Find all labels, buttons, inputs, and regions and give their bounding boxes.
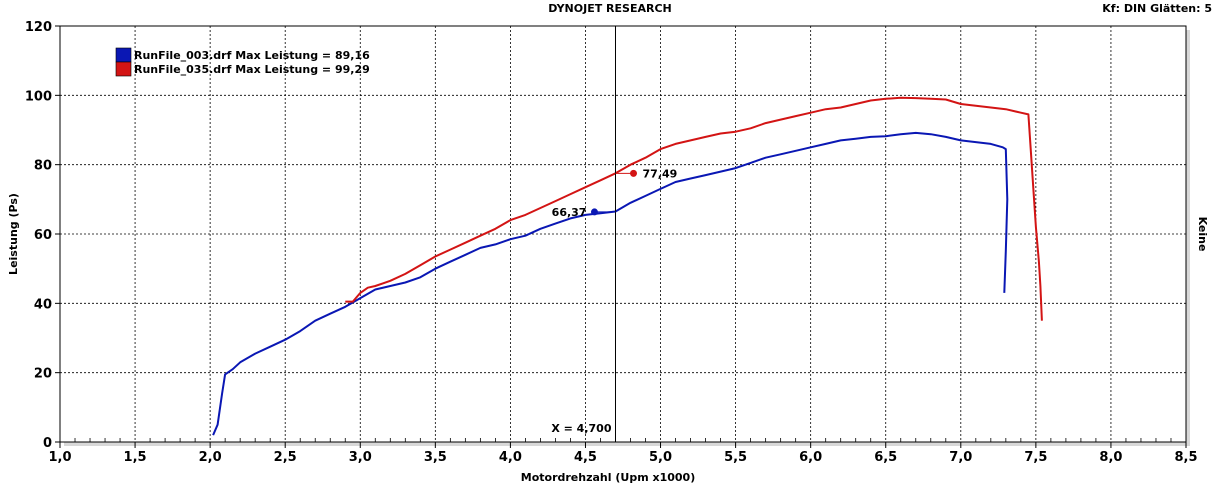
x-tick-label: 4,0 [499,450,522,465]
marker-value-label: 66,37 [552,206,587,219]
y-tick-label: 40 [34,297,52,312]
plot-area [59,25,1187,443]
x-axis-label: Motordrehzahl (Upm x1000) [521,471,695,484]
right-axis-label: Keine [1196,217,1209,252]
x-tick-label: 3,5 [424,450,447,465]
x-tick-label: 6,0 [799,450,822,465]
y-tick-labels: 0 20 40 60 80 100 120 [25,20,52,451]
y-axis-label: Leistung (Ps) [7,193,20,275]
legend-swatch [115,61,132,77]
x-tick-label: 1,0 [48,450,71,465]
cursor-group: X = 4,700 66,37 77,49 [551,26,677,442]
y-tick-label: 60 [34,228,52,243]
x-tick-label: 1,5 [124,450,147,465]
x-tick-label: 3,0 [349,450,372,465]
x-tick-label: 8,0 [1099,450,1122,465]
x-tick-label: 6,5 [874,450,897,465]
x-tick-label: 7,0 [949,450,972,465]
x-tick-labels: 1,0 1,5 2,0 2,5 3,0 3,5 4,0 4,5 5,0 5,5 6,0 6,5 7,0 7… [48,450,1197,465]
legend-entry: RunFile_003.drf Max Leistung = 89,16 [134,49,370,62]
legend: RunFile_003.drf Max Leistung = 89,16RunF… [115,47,370,77]
y-tick-label: 100 [25,89,52,104]
marker-value-label: 77,49 [643,167,678,180]
legend-entry: RunFile_035.drf Max Leistung = 99,29 [134,63,370,76]
y-tick-label: 20 [34,367,52,382]
x-tick-label: 5,5 [724,450,747,465]
legend-swatch [115,47,132,63]
y-tick-label: 0 [43,436,52,451]
y-tick-label: 120 [25,20,52,35]
cursor-label: X = 4,700 [551,422,611,435]
x-tick-label: 2,0 [199,450,222,465]
x-tick-label: 7,5 [1024,450,1047,465]
x-tick-label: 5,0 [649,450,672,465]
marker-point [590,208,598,216]
series-line-2 [345,96,1043,321]
grid [60,26,1186,442]
chart-title: DYNOJET RESEARCH [548,2,672,15]
correction-smoothing-info: Kf: DIN Glätten: 5 [1102,2,1212,15]
x-tick-label: 2,5 [274,450,297,465]
marker-point [630,169,638,177]
y-tick-label: 80 [34,159,52,174]
x-tick-label: 8,5 [1174,450,1197,465]
x-tick-label: 4,5 [574,450,597,465]
minor-ticks [55,25,1187,448]
